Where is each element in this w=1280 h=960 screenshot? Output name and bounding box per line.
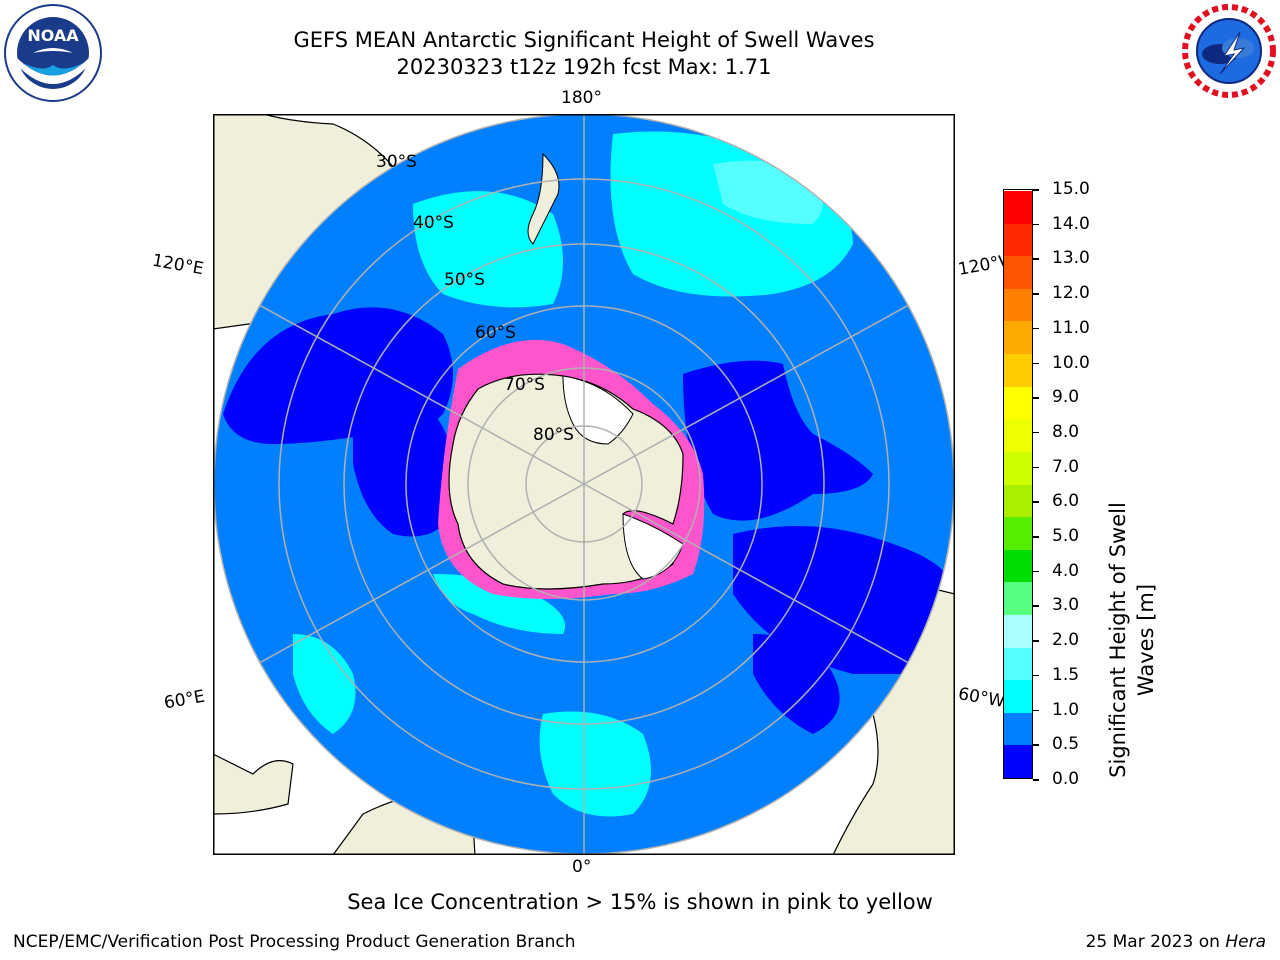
colorbar-segment <box>1004 320 1032 355</box>
colorbar-segment <box>1004 484 1032 518</box>
low-swell-area-indian-2 <box>353 400 455 537</box>
colorbar-tick-label: 0.5 <box>1052 734 1080 755</box>
weddell-ice-shelf <box>622 513 684 580</box>
lon-label-60w: 60°W <box>956 684 1007 712</box>
polar-map <box>213 114 955 855</box>
colorbar-tick-label: 0.0 <box>1052 769 1080 789</box>
chart-title: GEFS MEAN Antarctic Significant Height o… <box>293 28 875 52</box>
ross-ice-shelf <box>562 375 634 445</box>
noaa-logo: NOAA <box>4 4 102 102</box>
colorbar-tick-mark <box>1033 223 1039 226</box>
high-swell-area-tasman <box>413 191 563 308</box>
colorbar-tick-mark <box>1033 362 1039 365</box>
colorbar-tick-label: 14.0 <box>1052 213 1090 234</box>
colorbar-segment <box>1004 516 1032 550</box>
lon-label-120e: 120°E <box>150 250 206 280</box>
high-swell-area-atlantic <box>539 711 651 817</box>
colorbar-tick-label: 6.0 <box>1052 491 1080 512</box>
colorbar-tick-label: 10.0 <box>1052 352 1090 373</box>
chart-subtitle: 20230323 t12z 192h fcst Max: 1.71 <box>396 55 772 79</box>
colorbar-tick-label: 1.5 <box>1052 664 1080 685</box>
colorbar-segment <box>1004 712 1032 746</box>
svg-text:NOAA: NOAA <box>27 26 79 45</box>
low-swell-area-drake <box>733 526 954 674</box>
colorbar-tick-mark <box>1033 501 1039 503</box>
new-zealand-land <box>527 152 560 245</box>
nws-logo <box>1182 4 1276 98</box>
colorbar-tick-label: 3.0 <box>1052 595 1080 616</box>
colorbar-tick-label: 9.0 <box>1052 387 1080 408</box>
lat-label-40s: 40°S <box>413 213 454 233</box>
colorbar-segment <box>1004 223 1032 257</box>
colorbar-tick-label: 7.0 <box>1052 456 1080 477</box>
lat-label-50s: 50°S <box>444 270 485 290</box>
colorbar-segment <box>1004 647 1032 681</box>
lat-label-30s: 30°S <box>376 152 417 172</box>
lon-label-0: 0° <box>572 857 592 877</box>
lat-label-80s: 80°S <box>533 425 574 445</box>
sea-ice-note: Sea Ice Concentration > 15% is shown in … <box>347 890 933 914</box>
footer-credit: NCEP/EMC/Verification Post Processing Pr… <box>13 932 576 952</box>
colorbar-tick-label: 15.0 <box>1052 179 1090 199</box>
colorbar-tick-mark <box>1033 605 1039 607</box>
colorbar-tick-mark <box>1033 640 1039 642</box>
low-swell-area-pacific <box>683 360 873 521</box>
high-swell-area-indian <box>293 634 356 734</box>
colorbar-segment <box>1004 614 1032 648</box>
colorbar-tick-mark <box>1033 431 1039 434</box>
colorbar-tick-mark <box>1033 397 1039 399</box>
lon-label-60e: 60°E <box>162 686 207 714</box>
colorbar-tick-label: 13.0 <box>1052 248 1090 269</box>
madagascar-land <box>213 753 294 815</box>
colorbar-segment <box>1004 451 1032 485</box>
colorbar-tick-mark <box>1033 327 1039 330</box>
colorbar-tick-mark <box>1033 570 1039 573</box>
colorbar-segment <box>1004 255 1032 289</box>
colorbar-tick-label: 4.0 <box>1052 560 1080 581</box>
colorbar-tick-mark <box>1033 536 1039 538</box>
colorbar-tick-label: 5.0 <box>1052 526 1080 547</box>
footer-date: 25 Mar 2023 on Hera <box>1086 932 1266 952</box>
colorbar-tick-label: 8.0 <box>1052 421 1080 442</box>
colorbar-tick-mark <box>1033 674 1039 677</box>
footer-date-text: 25 Mar 2023 on <box>1085 932 1226 952</box>
colorbar-segment <box>1004 744 1032 778</box>
colorbar-tick-mark <box>1033 466 1039 469</box>
low-swell-area-atlantic <box>753 634 840 734</box>
colorbar <box>1003 189 1033 779</box>
lon-label-180: 180° <box>561 88 602 108</box>
colorbar-segment <box>1004 679 1032 713</box>
colorbar-title: Significant Height of Swell Waves [m] <box>1106 502 1158 778</box>
footer-host: Hera <box>1225 932 1266 952</box>
colorbar-segment <box>1004 418 1032 452</box>
colorbar-segment <box>1004 581 1032 615</box>
colorbar-segment <box>1004 190 1032 224</box>
colorbar-tick-label: 12.0 <box>1052 283 1090 304</box>
lat-label-60s: 60°S <box>475 323 516 343</box>
colorbar-tick-label: 11.0 <box>1052 317 1090 338</box>
colorbar-tick-label: 2.0 <box>1052 630 1080 651</box>
colorbar-tick-mark <box>1033 258 1039 260</box>
colorbar-tick-mark <box>1033 709 1039 712</box>
colorbar-tick-label: 1.0 <box>1052 699 1080 720</box>
colorbar-tick-mark <box>1033 744 1039 746</box>
lat-label-70s: 70°S <box>504 375 545 395</box>
colorbar-segment <box>1004 549 1032 583</box>
colorbar-tick-mark <box>1033 293 1039 295</box>
colorbar-segment <box>1004 288 1032 322</box>
colorbar-segment <box>1004 386 1032 420</box>
high-swell-area-south <box>433 574 565 634</box>
colorbar-segment <box>1004 353 1032 387</box>
colorbar-tick-mark <box>1033 779 1039 781</box>
colorbar-tick-mark <box>1033 189 1039 191</box>
